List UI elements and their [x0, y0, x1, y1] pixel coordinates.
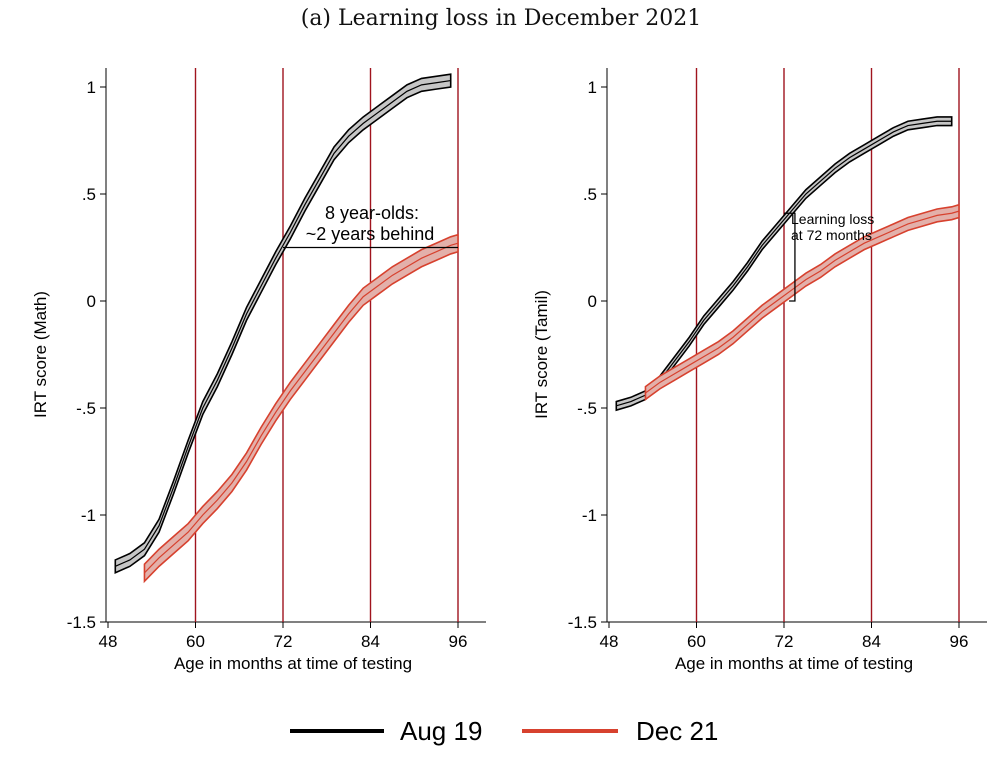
- annotation-text: Learning loss: [791, 211, 874, 227]
- y-tick-label: 0: [87, 292, 96, 311]
- y-tick-label: 0: [588, 292, 597, 311]
- x-tick-label: 72: [775, 632, 794, 651]
- legend-label-dec21: Dec 21: [636, 716, 718, 746]
- series-line-aug19: [616, 120, 952, 407]
- x-tick-label: 84: [361, 632, 380, 651]
- x-tick-label: 96: [950, 632, 969, 651]
- x-axis-label: Age in months at time of testing: [174, 654, 412, 673]
- x-tick-label: 72: [274, 632, 293, 651]
- chart-math: -1.5 -1 -.5 0 .5 1 48 60 72 84 96 Age in months at …: [31, 68, 486, 673]
- annotation-text: 8 year-olds:: [325, 203, 419, 223]
- x-tick-label: 96: [449, 632, 468, 651]
- x-tick-label: 48: [600, 632, 619, 651]
- figure-title: (a) Learning loss in December 2021: [300, 6, 702, 31]
- series-band-dec21: [644, 203, 960, 402]
- x-tick-label: 84: [862, 632, 881, 651]
- series-band-aug19: [114, 73, 452, 575]
- y-tick-label: -.5: [577, 399, 597, 418]
- y-tick-label: -.5: [76, 399, 96, 418]
- y-tick-label: .5: [82, 185, 96, 204]
- y-axis-label: IRT score (Tamil): [532, 290, 551, 419]
- y-tick-label: -1: [582, 506, 597, 525]
- x-axis-label: Age in months at time of testing: [675, 654, 913, 673]
- x-tick-label: 48: [99, 632, 118, 651]
- x-tick-label: 60: [186, 632, 205, 651]
- chart-tamil: -1.5 -1 -.5 0 .5 1 48 60 72 84 96 Age in months at …: [532, 68, 987, 673]
- legend-label-aug19: Aug 19: [400, 716, 482, 746]
- y-tick-label: -1.5: [568, 613, 597, 632]
- y-tick-label: -1.5: [67, 613, 96, 632]
- series-band-aug19: [615, 116, 953, 412]
- y-tick-label: -1: [81, 506, 96, 525]
- y-tick-label: 1: [87, 78, 96, 97]
- legend: Aug 19 Dec 21: [290, 716, 718, 746]
- series-band-dec21: [143, 233, 459, 584]
- y-tick-label: .5: [583, 185, 597, 204]
- annotation-bracket: [784, 212, 796, 302]
- annotation-text: ~2 years behind: [306, 224, 435, 244]
- annotation-text: at 72 months: [791, 227, 872, 243]
- y-axis-label: IRT score (Math): [31, 291, 50, 418]
- series-line-aug19: [115, 79, 451, 567]
- x-tick-label: 60: [687, 632, 706, 651]
- y-tick-label: 1: [588, 78, 597, 97]
